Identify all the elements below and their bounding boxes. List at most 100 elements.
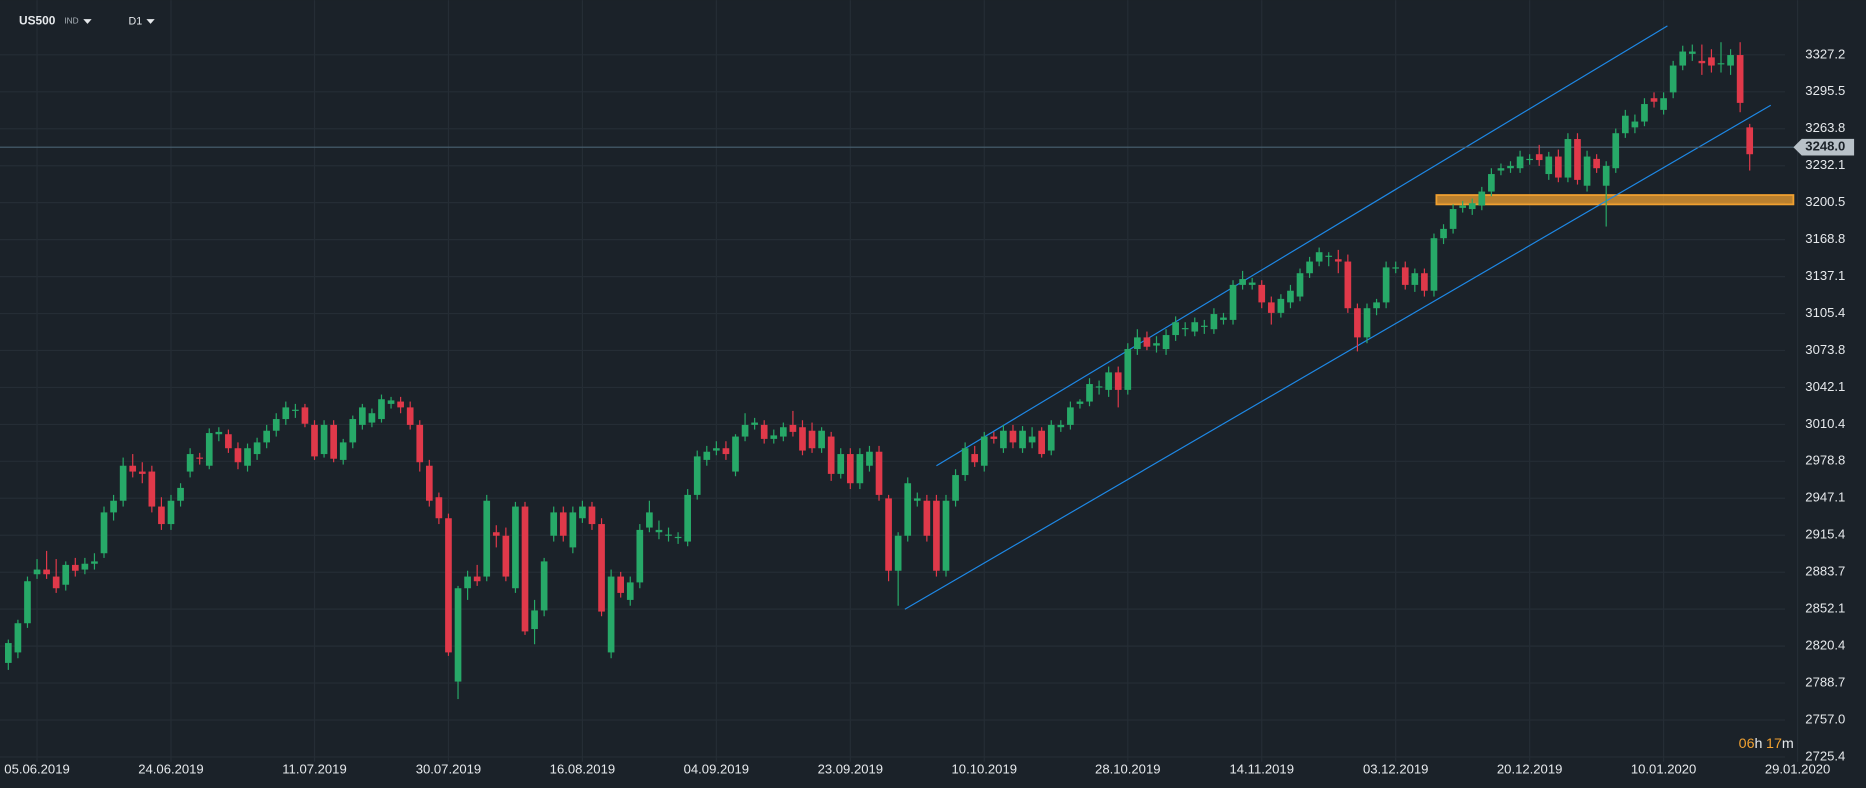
candle-body — [1277, 298, 1285, 313]
y-tick-label: 2915.4 — [1805, 527, 1845, 542]
countdown: 06h 17m — [1739, 736, 1794, 752]
candle-body — [1363, 308, 1371, 338]
y-tick-label: 3232.1 — [1805, 157, 1845, 172]
candle-body — [1392, 267, 1400, 269]
candle-body — [1688, 51, 1696, 54]
candle-body — [1555, 156, 1562, 178]
candle-body — [1708, 57, 1715, 66]
candle-body — [378, 399, 385, 420]
candle-body — [799, 427, 806, 451]
symbol[interactable]: US500 — [19, 14, 56, 28]
candle-body — [531, 610, 538, 630]
candle-body — [359, 407, 366, 425]
candle-body — [665, 534, 672, 536]
x-tick-label: 28.10.2019 — [1095, 762, 1160, 777]
dropdown-arrow[interactable] — [83, 19, 92, 24]
dropdown-arrow[interactable] — [146, 19, 155, 24]
candle-body — [559, 512, 567, 536]
y-tick-label: 2788.7 — [1805, 675, 1845, 690]
candle-body — [1086, 384, 1093, 402]
candle-body — [1717, 63, 1725, 65]
candle-body — [292, 409, 299, 411]
candle-body — [885, 498, 892, 571]
candle-body — [215, 431, 223, 435]
x-tick-label: 29.01.2020 — [1765, 762, 1830, 777]
candle-body — [626, 582, 634, 600]
candle-body — [713, 448, 720, 451]
candle-body — [1727, 55, 1734, 66]
candle-body — [961, 448, 969, 476]
candle-body — [846, 454, 854, 484]
candle-body — [1000, 430, 1007, 449]
candle-body — [1669, 65, 1677, 93]
candle-body — [980, 436, 988, 466]
candle-body — [1267, 302, 1275, 313]
candle-body — [1593, 158, 1600, 169]
candle-body — [760, 424, 768, 439]
candle-body — [1421, 273, 1428, 291]
candle-body — [24, 581, 31, 624]
candle-body — [301, 407, 309, 424]
candle-body — [177, 487, 184, 501]
candle-body — [33, 569, 41, 575]
candle-body — [1124, 349, 1132, 390]
candle-body — [445, 518, 452, 653]
candle-body — [339, 442, 347, 460]
candle-body — [368, 413, 376, 423]
candle-body — [1296, 273, 1304, 297]
candle-body — [1382, 267, 1390, 303]
candle-body — [397, 401, 404, 408]
candle-body — [1736, 55, 1744, 103]
candle-body — [234, 448, 242, 463]
candle-body — [1612, 133, 1620, 169]
candle-body — [110, 500, 117, 513]
candle-body — [1181, 328, 1189, 330]
candle-body — [425, 465, 433, 501]
candle-body — [1306, 261, 1313, 274]
candle-body — [1650, 98, 1658, 102]
candle-body — [952, 475, 959, 501]
candle-body — [1191, 322, 1199, 332]
candle-body — [502, 535, 510, 577]
candle-body — [1172, 322, 1179, 336]
x-tick-label: 10.01.2020 — [1631, 762, 1696, 777]
candle-body — [1698, 60, 1706, 64]
y-tick-label: 3042.1 — [1805, 379, 1845, 394]
interval[interactable]: D1 — [129, 15, 143, 27]
candle-body — [770, 435, 778, 439]
candle-body — [933, 500, 940, 571]
candle-body — [1641, 104, 1648, 122]
candle-body — [1229, 284, 1237, 320]
candle-body — [1134, 337, 1141, 350]
candle-body — [81, 563, 89, 570]
countdown-h: h — [1755, 736, 1763, 752]
candle-body — [129, 465, 137, 472]
candle-body — [1679, 51, 1687, 66]
candle-body — [1067, 407, 1074, 425]
candle-body — [1746, 127, 1754, 155]
channel-line — [904, 104, 1772, 610]
candle-body — [894, 535, 902, 571]
candle-body — [1315, 252, 1323, 262]
candle-body — [971, 454, 979, 463]
y-tick-label: 3105.4 — [1805, 305, 1845, 320]
candle-body — [1574, 139, 1581, 180]
candle-body — [1344, 261, 1352, 309]
candle-body — [1028, 436, 1036, 443]
candle-body — [225, 434, 232, 449]
candle-body — [100, 512, 108, 554]
market[interactable]: IND — [64, 16, 78, 26]
candle-body — [1401, 267, 1409, 285]
countdown-m: m — [1782, 736, 1794, 752]
candle-body — [1239, 279, 1246, 285]
candle-body — [1430, 238, 1438, 291]
candle-body — [1516, 156, 1524, 169]
candle-body — [866, 451, 873, 466]
candle-body — [244, 448, 251, 466]
x-tick-label: 14.11.2019 — [1229, 762, 1293, 777]
candle-body — [454, 588, 462, 682]
candle-body — [1449, 209, 1457, 229]
candle-body — [4, 643, 12, 663]
